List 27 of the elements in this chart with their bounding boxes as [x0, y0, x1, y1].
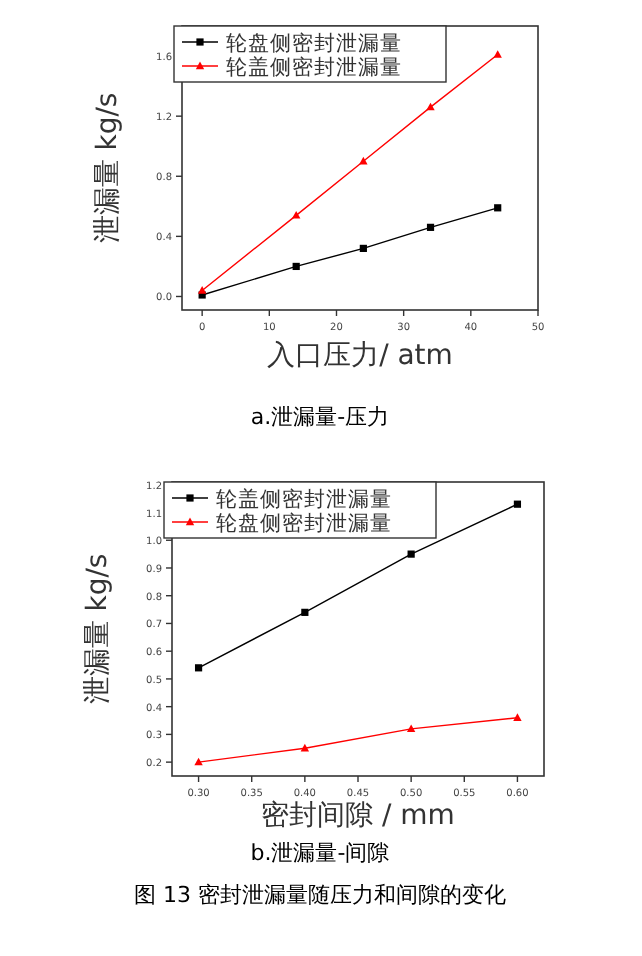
point	[493, 50, 502, 58]
point	[194, 757, 203, 766]
point	[494, 204, 502, 212]
text: a.泄漏量-压力	[250, 404, 390, 430]
point	[426, 223, 435, 231]
point	[426, 102, 435, 111]
legend-label: 轮盘侧密封泄漏量	[226, 30, 402, 56]
legend-label: 轮盖侧密封泄漏量	[216, 486, 392, 512]
y-axis-title: 泄漏量 kg/s	[82, 553, 114, 705]
point	[513, 500, 522, 508]
point	[291, 210, 301, 219]
text: b.泄漏量-间隙	[250, 840, 390, 866]
point	[197, 286, 207, 294]
point	[300, 743, 310, 752]
point	[406, 724, 416, 733]
point	[292, 262, 300, 271]
x-axis-title: 入口压力/ atm	[267, 340, 453, 372]
y-axis-title: 泄漏量 kg/s	[92, 92, 124, 244]
legend-label: 轮盖侧密封泄漏量	[226, 54, 402, 80]
caption: 图 13 密封泄漏量随压力和间隙的变化	[134, 882, 506, 908]
legend-label: 轮盘侧密封泄漏量	[216, 510, 392, 536]
point	[407, 550, 415, 558]
point	[194, 664, 203, 672]
point	[513, 713, 522, 721]
point	[301, 608, 309, 616]
x-axis-title: 密封间隙 / mm	[261, 800, 455, 832]
point	[359, 244, 367, 252]
